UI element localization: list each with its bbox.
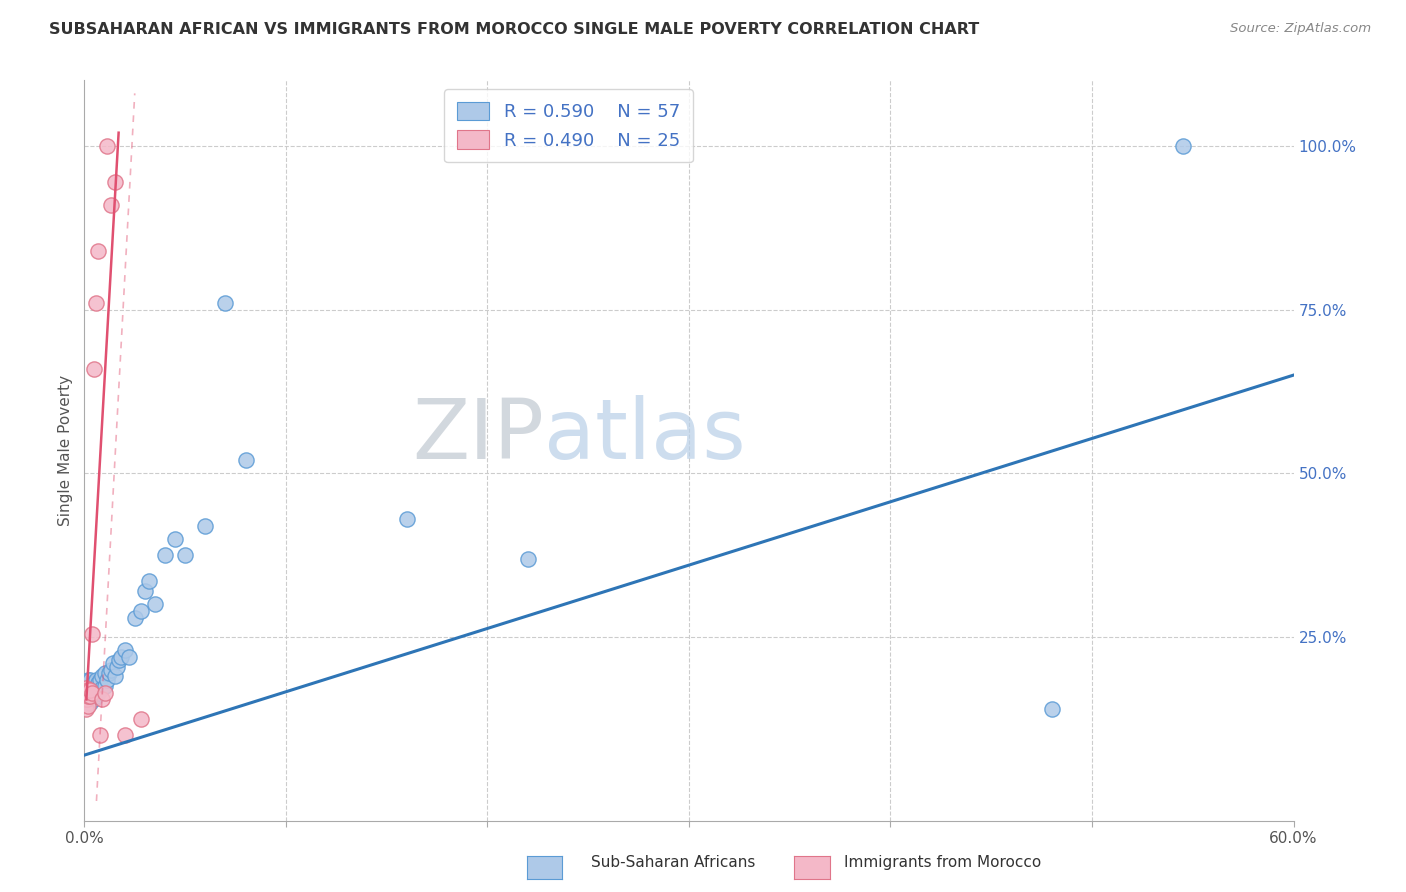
Text: ZIP: ZIP [412, 395, 544, 476]
Point [77, 682, 100, 697]
Point [83, 361, 105, 376]
Point [75, 682, 97, 697]
Point [134, 584, 156, 599]
Point [114, 643, 136, 657]
Point [105, 659, 128, 673]
Point [93, 686, 115, 700]
Point [516, 551, 538, 566]
Point [87, 686, 110, 700]
Point [118, 649, 141, 664]
Point [194, 518, 217, 533]
Point [104, 175, 127, 189]
Point [86, 689, 108, 703]
Point [79, 696, 101, 710]
Point [395, 512, 418, 526]
Point [1171, 138, 1194, 153]
Point [235, 453, 257, 467]
Text: SUBSAHARAN AFRICAN VS IMMIGRANTS FROM MOROCCO SINGLE MALE POVERTY CORRELATION CH: SUBSAHARAN AFRICAN VS IMMIGRANTS FROM MO… [49, 22, 980, 37]
Point [77, 698, 100, 713]
Point [82, 692, 104, 706]
Point [75, 702, 97, 716]
Point [153, 549, 176, 563]
Point [114, 729, 136, 743]
Point [73, 686, 96, 700]
Point [97, 666, 120, 681]
Point [129, 712, 152, 726]
Point [86, 673, 108, 687]
Point [110, 649, 132, 664]
Point [75, 686, 97, 700]
Point [79, 679, 101, 693]
Point [129, 604, 152, 618]
Point [77, 673, 100, 687]
Point [77, 682, 100, 697]
Point [174, 549, 197, 563]
Point [77, 686, 100, 700]
Point [91, 669, 114, 683]
Point [86, 681, 108, 696]
Point [82, 686, 104, 700]
Point [75, 686, 97, 700]
Text: Sub-Saharan Africans: Sub-Saharan Africans [591, 855, 755, 870]
Point [100, 663, 122, 677]
Point [82, 686, 104, 700]
Text: Source: ZipAtlas.com: Source: ZipAtlas.com [1230, 22, 1371, 36]
Point [75, 692, 97, 706]
Point [87, 244, 110, 258]
Point [89, 729, 111, 743]
Point [83, 692, 105, 706]
Point [75, 676, 97, 690]
Point [101, 657, 124, 671]
Point [93, 666, 115, 681]
Point [107, 653, 129, 667]
Point [91, 681, 114, 696]
Point [79, 682, 101, 697]
Point [79, 684, 101, 698]
Point [89, 682, 111, 697]
Point [1040, 702, 1063, 716]
Point [124, 610, 146, 624]
Point [96, 673, 118, 687]
Text: Immigrants from Morocco: Immigrants from Morocco [844, 855, 1040, 870]
Point [91, 692, 114, 706]
Y-axis label: Single Male Poverty: Single Male Poverty [58, 375, 73, 526]
Point [83, 676, 105, 690]
Point [143, 598, 166, 612]
Point [165, 532, 187, 546]
Point [76, 692, 98, 706]
Point [86, 296, 108, 310]
Point [138, 574, 160, 589]
Point [76, 689, 98, 703]
Legend: R = 0.590    N = 57, R = 0.490    N = 25: R = 0.590 N = 57, R = 0.490 N = 25 [444, 89, 693, 162]
Point [75, 692, 97, 706]
Point [214, 296, 236, 310]
Point [77, 692, 100, 706]
Point [82, 627, 104, 641]
Point [75, 682, 97, 697]
Point [87, 676, 110, 690]
Point [79, 689, 101, 703]
Point [96, 138, 118, 153]
Point [89, 673, 111, 687]
Point [76, 679, 98, 693]
Point [83, 688, 105, 702]
Point [93, 679, 115, 693]
Point [100, 198, 122, 212]
Point [104, 669, 127, 683]
Point [82, 679, 104, 693]
Point [79, 673, 101, 687]
Point [75, 681, 97, 696]
Point [79, 689, 101, 703]
Text: atlas: atlas [544, 395, 745, 476]
Point [77, 689, 100, 703]
